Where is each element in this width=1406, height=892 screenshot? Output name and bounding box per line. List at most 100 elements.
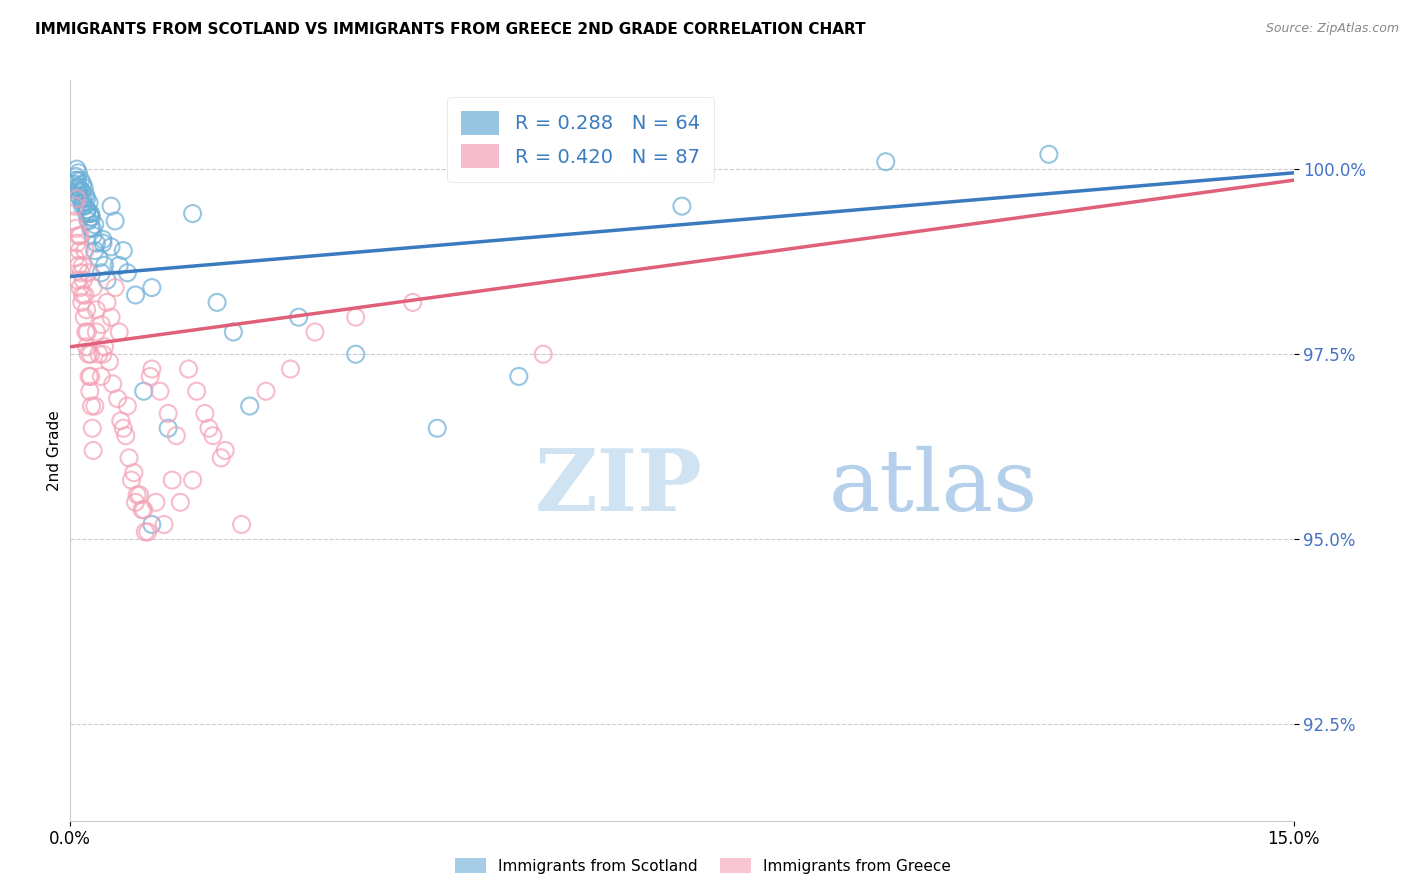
- Point: [162, 473, 183, 487]
- Point: [73, 180, 96, 194]
- Point: [98, 354, 121, 368]
- Point: [66, 236, 89, 251]
- Point: [426, 421, 449, 435]
- Point: [73, 199, 96, 213]
- Point: [79, 206, 101, 220]
- Point: [79, 221, 103, 235]
- Point: [344, 310, 367, 325]
- Point: [157, 421, 180, 435]
- Point: [79, 369, 103, 384]
- Point: [287, 310, 309, 325]
- Point: [87, 251, 110, 265]
- Point: [67, 244, 90, 258]
- Point: [90, 266, 112, 280]
- Point: [91, 232, 114, 246]
- Point: [112, 244, 135, 258]
- Point: [80, 211, 103, 225]
- Point: [70, 266, 93, 280]
- Legend: R = 0.288   N = 64, R = 0.420   N = 87: R = 0.288 N = 64, R = 0.420 N = 87: [447, 97, 714, 182]
- Point: [508, 369, 530, 384]
- Point: [128, 488, 150, 502]
- Point: [222, 325, 245, 339]
- Point: [79, 211, 103, 225]
- Point: [145, 495, 167, 509]
- Point: [169, 495, 191, 509]
- Point: [86, 236, 108, 251]
- Point: [280, 362, 302, 376]
- Point: [79, 384, 101, 399]
- Point: [131, 502, 153, 516]
- Point: [72, 273, 94, 287]
- Point: [76, 302, 98, 317]
- Point: [124, 495, 146, 509]
- Point: [205, 295, 228, 310]
- Point: [79, 206, 103, 220]
- Point: [107, 392, 129, 406]
- Point: [83, 244, 105, 258]
- Point: [82, 221, 104, 235]
- Point: [127, 488, 149, 502]
- Point: [108, 325, 131, 339]
- Point: [100, 199, 122, 213]
- Point: [100, 310, 122, 325]
- Point: [75, 325, 97, 339]
- Point: [80, 399, 103, 413]
- Point: [67, 185, 90, 199]
- Point: [72, 195, 94, 210]
- Point: [100, 240, 122, 254]
- Point: [531, 347, 554, 361]
- Point: [76, 206, 98, 220]
- Point: [72, 192, 94, 206]
- Point: [62, 214, 84, 228]
- Point: [67, 166, 90, 180]
- Point: [96, 273, 118, 287]
- Legend: Immigrants from Scotland, Immigrants from Greece: Immigrants from Scotland, Immigrants fro…: [449, 852, 957, 880]
- Point: [79, 347, 103, 361]
- Point: [112, 421, 135, 435]
- Point: [67, 228, 90, 243]
- Point: [875, 154, 897, 169]
- Point: [304, 325, 326, 339]
- Point: [73, 310, 96, 325]
- Point: [101, 376, 124, 391]
- Point: [65, 221, 87, 235]
- Point: [104, 214, 127, 228]
- Point: [141, 517, 163, 532]
- Point: [70, 295, 93, 310]
- Point: [63, 251, 86, 265]
- Point: [82, 421, 104, 435]
- Point: [122, 466, 145, 480]
- Point: [134, 524, 156, 539]
- Point: [69, 228, 91, 243]
- Point: [72, 259, 94, 273]
- Point: [671, 199, 693, 213]
- Point: [76, 202, 98, 217]
- Point: [66, 192, 89, 206]
- Point: [149, 384, 172, 399]
- Point: [76, 202, 98, 217]
- Point: [165, 428, 187, 442]
- Point: [72, 199, 94, 213]
- Point: [117, 266, 139, 280]
- Point: [93, 340, 115, 354]
- Point: [141, 280, 163, 294]
- Point: [114, 428, 136, 442]
- Point: [77, 266, 100, 280]
- Point: [108, 259, 131, 273]
- Point: [124, 288, 146, 302]
- Point: [65, 169, 87, 184]
- Point: [77, 347, 100, 361]
- Point: [214, 443, 236, 458]
- Point: [91, 236, 114, 251]
- Point: [72, 177, 94, 191]
- Point: [63, 199, 86, 213]
- Point: [202, 428, 225, 442]
- Point: [76, 325, 98, 339]
- Y-axis label: 2nd Grade: 2nd Grade: [46, 410, 62, 491]
- Point: [90, 318, 112, 332]
- Point: [66, 162, 89, 177]
- Point: [70, 173, 93, 187]
- Point: [402, 295, 425, 310]
- Point: [87, 347, 110, 361]
- Point: [254, 384, 277, 399]
